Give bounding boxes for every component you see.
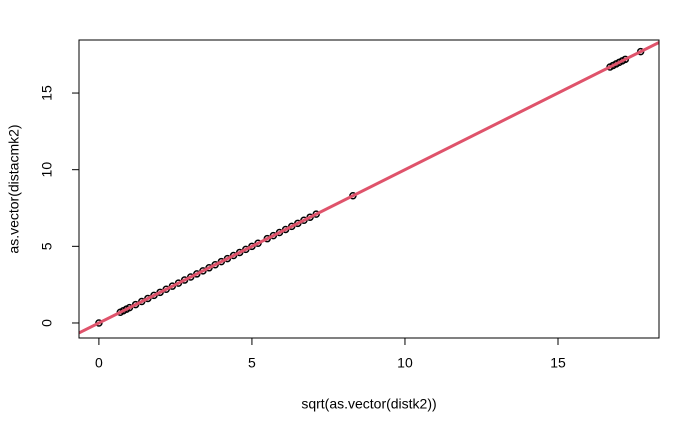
x-tick-label: 5 [248, 355, 256, 371]
y-tick-label: 0 [39, 319, 55, 327]
x-tick-label: 0 [95, 355, 103, 371]
x-tick-label: 15 [550, 355, 566, 371]
plot-area [79, 41, 659, 335]
y-tick-label: 15 [39, 85, 55, 101]
x-tick-label: 10 [397, 355, 413, 371]
y-axis-title: as.vector(distacmk2) [6, 124, 22, 253]
x-axis-title: sqrt(as.vector(distk2)) [301, 396, 436, 412]
y-tick-label: 5 [39, 242, 55, 250]
reference-line [79, 41, 659, 335]
plot-frame [78, 39, 660, 339]
y-tick-label: 10 [39, 162, 55, 178]
